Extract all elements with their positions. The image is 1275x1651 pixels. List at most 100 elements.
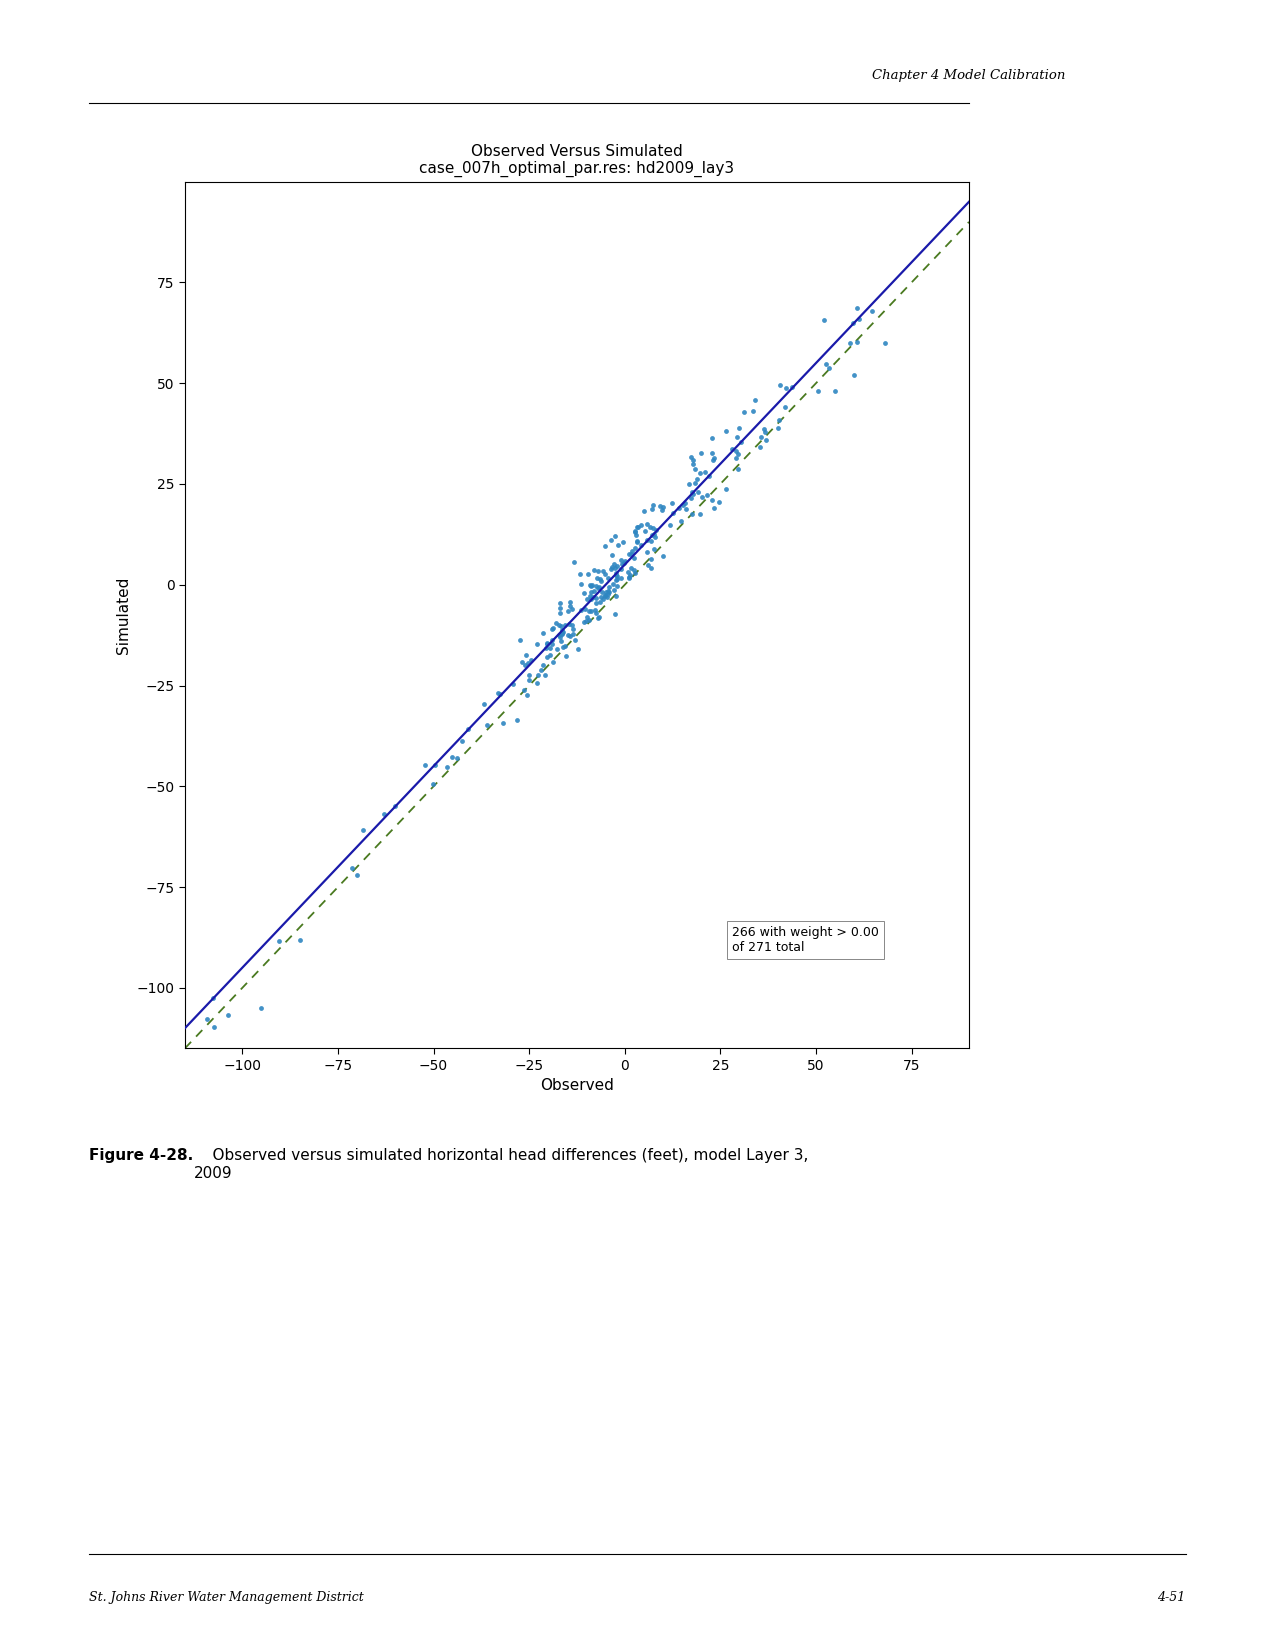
Point bbox=[640, 528, 660, 555]
Point bbox=[750, 434, 770, 461]
Point bbox=[581, 571, 602, 598]
Point bbox=[567, 636, 588, 662]
Point bbox=[578, 604, 598, 631]
Point bbox=[519, 662, 539, 688]
Point bbox=[528, 662, 548, 688]
Point bbox=[347, 862, 367, 888]
Point bbox=[575, 596, 595, 622]
Point bbox=[643, 492, 663, 518]
Point bbox=[776, 375, 797, 401]
Point bbox=[585, 573, 606, 599]
Point bbox=[562, 611, 583, 637]
Point bbox=[598, 578, 618, 604]
Text: Observed versus simulated horizontal head differences (feet), model Layer 3,
200: Observed versus simulated horizontal hea… bbox=[194, 1149, 808, 1180]
Point bbox=[594, 533, 615, 560]
Point bbox=[593, 558, 613, 584]
Point bbox=[539, 642, 560, 669]
Point bbox=[638, 527, 658, 553]
Point bbox=[652, 497, 672, 523]
Point bbox=[616, 548, 636, 575]
Point bbox=[553, 619, 574, 646]
Point bbox=[672, 492, 692, 518]
Point bbox=[425, 753, 445, 779]
Point bbox=[685, 471, 705, 497]
Point bbox=[682, 479, 703, 505]
Point bbox=[627, 528, 648, 555]
Point bbox=[584, 578, 604, 604]
Point bbox=[774, 393, 794, 419]
Point bbox=[590, 566, 611, 593]
Point bbox=[682, 480, 703, 507]
Point bbox=[576, 608, 597, 634]
Point bbox=[474, 690, 495, 717]
Point bbox=[697, 482, 718, 509]
Point bbox=[353, 817, 374, 844]
Point bbox=[606, 583, 626, 609]
Point bbox=[374, 801, 394, 827]
Point bbox=[560, 622, 580, 649]
Point bbox=[551, 599, 571, 626]
Point bbox=[849, 305, 870, 332]
Point bbox=[813, 307, 834, 334]
Point bbox=[586, 565, 607, 591]
Point bbox=[680, 471, 700, 497]
Point bbox=[579, 598, 599, 624]
Point bbox=[728, 456, 748, 482]
Point bbox=[564, 548, 584, 575]
Point bbox=[579, 561, 599, 588]
Point bbox=[641, 555, 662, 581]
Point bbox=[671, 507, 691, 533]
Point bbox=[515, 652, 536, 679]
Point bbox=[515, 642, 536, 669]
Point bbox=[574, 580, 594, 606]
Point bbox=[636, 538, 657, 565]
Point bbox=[551, 621, 571, 647]
Point bbox=[646, 517, 667, 543]
Point bbox=[592, 580, 612, 606]
Point bbox=[578, 586, 598, 613]
Point bbox=[640, 513, 660, 540]
Point bbox=[618, 565, 639, 591]
Point bbox=[490, 682, 510, 708]
Point bbox=[625, 518, 645, 545]
Point bbox=[552, 619, 572, 646]
Point bbox=[653, 494, 673, 520]
Point bbox=[586, 584, 607, 611]
Point bbox=[611, 565, 631, 591]
Point bbox=[623, 556, 644, 583]
Point bbox=[592, 584, 612, 611]
Point bbox=[769, 371, 789, 398]
Text: 266 with weight > 0.00
of 271 total: 266 with weight > 0.00 of 271 total bbox=[732, 926, 878, 954]
Point bbox=[820, 355, 840, 381]
Point bbox=[686, 466, 706, 492]
Point bbox=[560, 589, 580, 616]
Point bbox=[618, 563, 639, 589]
Point bbox=[653, 542, 673, 568]
Point bbox=[550, 611, 570, 637]
Point bbox=[588, 606, 608, 632]
Text: Chapter 4 Model Calibration: Chapter 4 Model Calibration bbox=[872, 69, 1066, 83]
Point bbox=[598, 565, 618, 591]
Point bbox=[638, 551, 658, 578]
Point bbox=[552, 634, 572, 660]
Point bbox=[537, 631, 557, 657]
Point bbox=[669, 495, 690, 522]
Point bbox=[604, 601, 625, 627]
Point bbox=[603, 551, 623, 578]
Point bbox=[704, 444, 724, 471]
Point bbox=[537, 631, 557, 657]
Point bbox=[580, 573, 601, 599]
Point bbox=[598, 573, 618, 599]
Point bbox=[519, 667, 539, 693]
Point bbox=[695, 459, 715, 485]
Point bbox=[727, 424, 747, 451]
Point bbox=[607, 553, 627, 580]
Point bbox=[537, 644, 557, 670]
Point bbox=[588, 575, 608, 601]
Point bbox=[530, 657, 551, 684]
Point bbox=[645, 525, 666, 551]
Point bbox=[703, 447, 723, 474]
Point bbox=[550, 594, 570, 621]
Point bbox=[683, 447, 704, 474]
Point bbox=[621, 561, 641, 588]
